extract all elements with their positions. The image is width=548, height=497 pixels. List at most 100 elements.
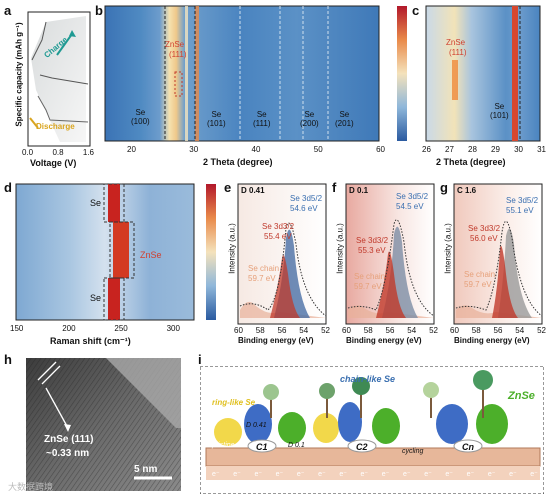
panel-letter-d: d	[4, 180, 12, 195]
d-se-bottom-label: Se	[90, 293, 102, 303]
tick-label: 1.6	[82, 148, 94, 157]
b-se100-label: Se (100)	[131, 108, 150, 126]
panel-letter-e: e	[224, 180, 232, 195]
d-xlabel: Raman shift (cm⁻¹)	[50, 336, 131, 346]
f-peak2-value: 55.3 eV	[358, 246, 386, 255]
phase-name: Se	[135, 108, 146, 117]
panel-d: d Se ZnSe Se 150 200 250 300	[0, 178, 222, 338]
tick-label: 30	[514, 145, 523, 154]
electron-label: e⁻	[339, 471, 347, 478]
tick-label: 60	[450, 326, 459, 335]
i-ring-label: ring-like Se	[212, 398, 256, 407]
tick-label: 60	[342, 326, 351, 335]
e-xlabel: Binding energy (eV)	[238, 336, 314, 345]
c-xticks: 26 27 28 29 30 31	[422, 145, 546, 154]
panel-letter-h: h	[4, 352, 12, 367]
i-d01-label: D 0.1	[288, 442, 305, 449]
tick-label: 250	[114, 324, 128, 333]
charge-arrow	[56, 33, 73, 56]
electron-label: e⁻	[381, 471, 390, 478]
electron-label: e⁻	[424, 471, 432, 478]
panel-c: c ZnSe (111) Se (101) 26 27 28 29 30 31 …	[412, 0, 548, 175]
raman-colorbar	[206, 184, 216, 320]
panel-a: a Charge Discharge Specific capacity (mA…	[0, 0, 95, 175]
tick-label: 200	[62, 324, 76, 333]
e-peak1-value: 54.6 eV	[290, 204, 318, 213]
c-znse-hkl: (111)	[449, 48, 467, 57]
g-sample-tag: C 1.6	[457, 186, 477, 195]
f-chain-label: Se chain	[354, 272, 386, 281]
e-peak1-label: Se 3d5/2	[290, 194, 323, 203]
b-se201-label: Se (201)	[335, 110, 354, 128]
electron-label: e⁻	[402, 471, 411, 478]
phase-name: Se	[494, 102, 505, 111]
i-c1-label: C1	[256, 442, 268, 452]
tick-label: 40	[251, 145, 261, 154]
xps-spectrum-f	[345, 183, 435, 325]
i-cycling-label: cycling	[402, 448, 424, 455]
h-znse-label: ZnSe (111)	[44, 434, 94, 445]
tick-label: 52	[429, 326, 438, 335]
f-xticks: 60 58 56 54 52	[342, 326, 438, 335]
tick-label: 30	[189, 145, 199, 154]
panel-g: g C 1.6 Se 3d5/2 55.1 eV Se 3d3/2 56.0 e…	[440, 178, 548, 350]
g-xlabel: Binding energy (eV)	[454, 336, 530, 345]
panel-letter-a: a	[4, 3, 12, 18]
tick-label: 52	[537, 326, 546, 335]
xrd-contour-map	[104, 5, 380, 142]
a-xticks: 0.0 0.8 1.6	[22, 148, 94, 157]
b-znse-label: ZnSe	[165, 40, 185, 49]
electron-label: e⁻	[530, 471, 538, 478]
a-ylabel: Specific capacity (mAh g⁻¹)	[14, 22, 24, 127]
f-sample-tag: D 0.1	[349, 186, 369, 195]
b-se200-label: Se (200)	[300, 110, 319, 128]
b-se101-label: Se (101)	[207, 110, 226, 128]
xrd-zoom-contour	[425, 5, 541, 142]
panel-h: h ZnSe (111) ~0.33 nm 5 nm 大数据跨境	[0, 352, 185, 497]
phase-name: Se	[304, 110, 315, 119]
b-xlabel: 2 Theta (degree)	[203, 157, 273, 167]
tick-label: 300	[166, 324, 180, 333]
tick-label: 56	[493, 326, 503, 335]
electron-label: e⁻	[254, 471, 263, 478]
g-peak2-value: 56.0 eV	[470, 234, 498, 243]
e-chain-label: Se chain	[248, 264, 280, 273]
hkl: (101)	[490, 111, 509, 120]
tick-label: 28	[468, 145, 477, 154]
xps-spectrum-e	[237, 183, 327, 325]
e-xticks: 60 58 56 54 52	[234, 326, 330, 335]
tick-label: 50	[313, 145, 323, 154]
f-peak1-value: 54.5 eV	[396, 202, 424, 211]
c-znse-label: ZnSe	[446, 38, 466, 47]
tick-label: 0.0	[22, 148, 34, 157]
c-xlabel: 2 Theta (degree)	[436, 157, 506, 167]
panel-letter-b: b	[95, 3, 103, 18]
f-peak2-label: Se 3d3/2	[356, 236, 389, 245]
xps-spectrum-g	[453, 183, 543, 325]
tick-label: 26	[422, 145, 431, 154]
panel-letter-c: c	[412, 3, 420, 18]
panel-b: b ZnSe (111) Se (1	[95, 0, 395, 175]
hkl: (200)	[300, 119, 319, 128]
e-peak2-label: Se 3d3/2	[262, 222, 295, 231]
electron-label: e⁻	[296, 471, 305, 478]
hkl: (201)	[335, 119, 354, 128]
e-sample-tag: D 0.41	[241, 186, 265, 195]
f-chain-value: 59.7 eV	[354, 282, 382, 291]
capacity-voltage-plot	[27, 11, 91, 147]
colorbar	[397, 6, 407, 141]
i-znse-label: ZnSe	[508, 390, 535, 402]
electron-row: e⁻ e⁻ e⁻ e⁻ e⁻ e⁻ e⁻ e⁻ e⁻ e⁻ e⁻ e⁻ e⁻ e…	[212, 470, 538, 478]
hkl: (100)	[131, 117, 150, 126]
mechanism-schematic	[200, 366, 544, 494]
hrtem-image	[26, 358, 181, 491]
tick-label: 150	[10, 324, 24, 333]
f-xlabel: Binding energy (eV)	[346, 336, 422, 345]
g-peak1-label: Se 3d5/2	[506, 196, 539, 205]
tick-label: 60	[376, 145, 385, 154]
tick-label: 0.8	[52, 148, 64, 157]
panel-e: e D 0.41 Se 3d5/2 54.6 eV Se 3d3/2 55.4 …	[224, 178, 330, 350]
discharge-label: Discharge	[36, 122, 75, 131]
g-ylabel: Intensity (a.u.)	[443, 223, 453, 274]
g-peak1-value: 55.1 eV	[506, 206, 534, 215]
